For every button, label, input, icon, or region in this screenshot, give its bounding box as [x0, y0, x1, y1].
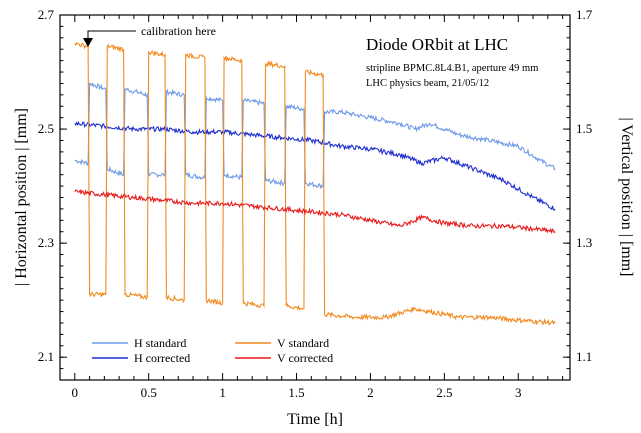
x-tick-label: 2.5 — [436, 385, 452, 400]
y-tick-label-left: 2.5 — [38, 121, 54, 136]
series-line-v-corrected — [74, 188, 556, 235]
x-tick-label: 0 — [72, 385, 79, 400]
y-tick-label-right: 1.3 — [576, 235, 592, 250]
x-axis-label: Time [h] — [287, 411, 343, 428]
chart-title: Diode ORbit at LHC — [366, 35, 508, 54]
y-tick-label-right: 1.7 — [576, 7, 593, 22]
legend-label-v-corrected: V corrected — [277, 351, 333, 365]
chart-subtitle-line-1: stripline BPMC.8L4.B1, aperture 49 mm — [366, 63, 538, 74]
legend-label-v-standard: V standard — [277, 336, 329, 350]
series-layer — [74, 41, 556, 326]
series-line-h-corrected — [74, 120, 556, 211]
calibration-arrow-head — [83, 38, 93, 47]
ticks-layer: 0 0.5 1 1.5 2 2.5 3 2.1 2.3 2.5 2.7 1.1 1.3 1.5 1.7 — [38, 7, 593, 400]
y-tick-label-right: 1.5 — [576, 121, 592, 136]
chart-subtitle-line-2: LHC physics beam, 21/05/12 — [366, 78, 489, 89]
y-axis-label-left: | Horizontal position | [mm] — [13, 108, 30, 286]
legend-label-h-corrected: H corrected — [134, 351, 190, 365]
x-tick-label: 0.5 — [141, 385, 157, 400]
series-line-h-standard — [74, 82, 556, 190]
x-tick-label: 3 — [515, 385, 522, 400]
y-tick-label-left: 2.7 — [38, 7, 55, 22]
legend: H standard H corrected V standard V corr… — [92, 336, 333, 365]
y-tick-label-left: 2.3 — [38, 235, 54, 250]
calibration-annotation: calibration here — [141, 24, 216, 38]
y-tick-label-right: 1.1 — [576, 349, 592, 364]
x-tick-label: 1.5 — [288, 385, 304, 400]
y-axis-label-right: | Vertical position | [mm] — [618, 118, 635, 277]
calibration-arrow-line — [87, 30, 136, 40]
series-line-v-standard — [74, 41, 556, 326]
x-tick-label: 1 — [219, 385, 226, 400]
x-tick-label: 2 — [367, 385, 374, 400]
legend-label-h-standard: H standard — [134, 336, 186, 350]
y-tick-label-left: 2.1 — [38, 349, 54, 364]
